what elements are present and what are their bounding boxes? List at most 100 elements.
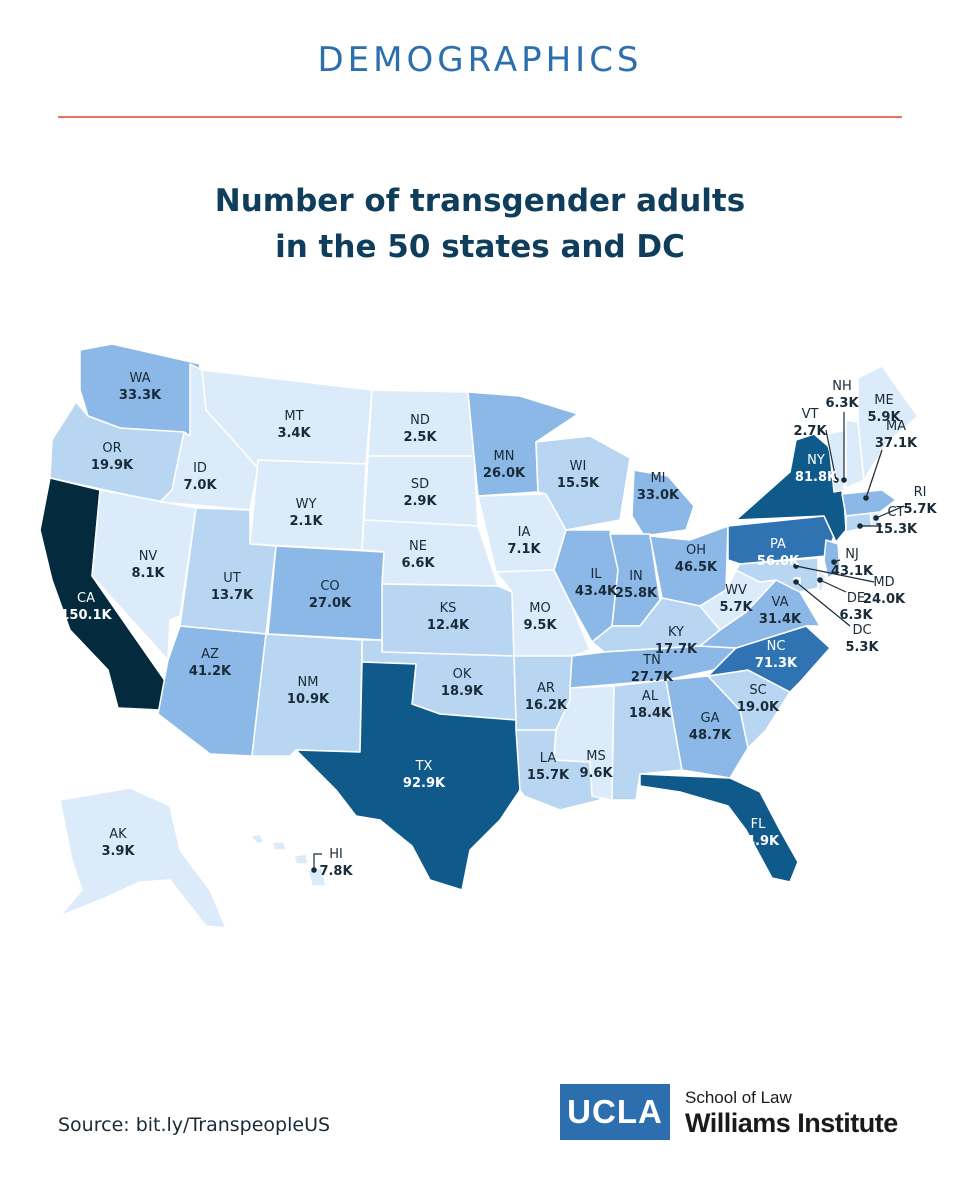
state-abbr-mi: MI <box>650 471 665 486</box>
state-abbr-id: ID <box>193 461 207 476</box>
state-abbr-ok: OK <box>453 667 472 682</box>
state-abbr-sc: SC <box>749 683 766 698</box>
chart-title: Number of transgender adults in the 50 s… <box>0 178 960 270</box>
logo-school-of-law: School of Law <box>685 1088 792 1107</box>
state-abbr-nj: NJ <box>845 547 859 562</box>
state-value-nj: 43.1K <box>831 564 874 579</box>
state-abbr-wa: WA <box>129 371 150 386</box>
leader-line-dc <box>795 581 851 627</box>
divider-line <box>58 116 902 118</box>
state-value-sc: 19.0K <box>737 700 780 715</box>
state-value-ar: 16.2K <box>525 698 568 713</box>
leader-dot-ct <box>857 523 863 529</box>
state-abbr-ct: CT <box>887 505 904 520</box>
state-shape-az <box>157 625 267 757</box>
chart-title-line-2: in the 50 states and DC <box>275 229 685 265</box>
state-abbr-mn: MN <box>494 449 515 464</box>
state-abbr-ma: MA <box>886 419 906 434</box>
state-value-tx: 92.9K <box>403 776 446 791</box>
leader-dot-ma <box>863 495 869 501</box>
state-value-nd: 2.5K <box>403 430 437 445</box>
state-value-id: 7.0K <box>183 478 217 493</box>
state-abbr-ar: AR <box>537 681 555 696</box>
state-abbr-ga: GA <box>701 711 720 726</box>
state-value-in: 25.8K <box>615 586 658 601</box>
state-shape-tx <box>295 661 521 891</box>
state-value-ri: 5.7K <box>903 502 937 517</box>
leader-line-ma <box>865 449 883 499</box>
state-value-nh: 6.3K <box>825 396 859 411</box>
logo-williams-institute: Williams Institute <box>685 1108 898 1138</box>
state-value-wi: 15.5K <box>557 476 600 491</box>
state-shape-ak <box>59 787 227 929</box>
state-abbr-nm: NM <box>298 675 319 690</box>
state-abbr-oh: OH <box>686 543 706 558</box>
leader-dot-ri <box>873 515 879 521</box>
state-abbr-in: IN <box>629 569 643 584</box>
state-value-nv: 8.1K <box>131 566 165 581</box>
state-abbr-vt: VT <box>802 407 819 422</box>
leader-lines <box>311 412 905 873</box>
state-value-nc: 71.3K <box>755 656 798 671</box>
state-abbr-ny: NY <box>807 453 825 468</box>
state-shape-wi <box>535 435 631 531</box>
leader-line-md <box>795 565 875 583</box>
leader-dot-hi <box>311 867 317 873</box>
state-abbr-nc: NC <box>767 639 786 654</box>
state-value-la: 15.7K <box>527 768 570 783</box>
state-shape-vt <box>827 429 847 493</box>
state-abbr-ne: NE <box>409 539 427 554</box>
state-value-ma: 37.1K <box>875 436 918 451</box>
state-value-ky: 17.7K <box>655 642 698 657</box>
state-value-or: 19.9K <box>91 458 134 473</box>
state-abbr-nh: NH <box>832 379 852 394</box>
state-value-ms: 9.6K <box>579 766 613 781</box>
state-shape-ma <box>841 489 897 517</box>
state-abbr-il: IL <box>590 567 602 582</box>
state-abbr-az: AZ <box>201 647 219 662</box>
state-abbr-de: DE <box>847 591 865 606</box>
state-abbr-mo: MO <box>529 601 550 616</box>
section-title: DEMOGRAPHICS <box>317 40 643 80</box>
state-value-md: 24.0K <box>863 592 906 607</box>
state-value-ia: 7.1K <box>507 542 541 557</box>
state-value-az: 41.2K <box>189 664 232 679</box>
state-abbr-wy: WY <box>296 497 317 512</box>
state-abbr-al: AL <box>642 689 659 704</box>
state-value-oh: 46.5K <box>675 560 718 575</box>
state-value-co: 27.0K <box>309 596 352 611</box>
state-value-wv: 5.7K <box>719 600 753 615</box>
leader-dot-nh <box>841 477 847 483</box>
state-abbr-tx: TX <box>415 759 433 774</box>
state-value-il: 43.4K <box>575 584 618 599</box>
leader-dot-dc <box>793 579 799 585</box>
leader-line-hi <box>313 853 322 870</box>
state-abbr-ak: AK <box>109 827 127 842</box>
state-value-ak: 3.9K <box>101 844 135 859</box>
state-value-ny: 81.8K <box>795 470 838 485</box>
state-shape-mi <box>631 469 695 537</box>
state-value-pa: 56.0K <box>757 554 800 569</box>
ucla-logo: UCLA <box>560 1084 670 1140</box>
state-labels: WA 33.3K OR 19.9K CA 150.1K ID 7.0K NV 8.1K MT 3.4K… <box>60 371 937 879</box>
state-shapes <box>39 343 919 929</box>
state-value-mi: 33.0K <box>637 488 680 503</box>
state-value-mn: 26.0K <box>483 466 526 481</box>
state-value-ne: 6.6K <box>401 556 435 571</box>
state-abbr-ia: IA <box>518 525 531 540</box>
state-value-wa: 33.3K <box>119 388 162 403</box>
state-abbr-ky: KY <box>668 625 684 640</box>
state-abbr-tn: TN <box>642 653 661 668</box>
state-value-al: 18.4K <box>629 706 672 721</box>
state-value-sd: 2.9K <box>403 494 437 509</box>
state-value-ks: 12.4K <box>427 618 470 633</box>
state-value-nm: 10.9K <box>287 692 330 707</box>
state-abbr-mt: MT <box>284 409 303 424</box>
state-abbr-wi: WI <box>570 459 587 474</box>
state-value-ca: 150.1K <box>60 608 112 623</box>
state-abbr-nd: ND <box>410 413 430 428</box>
leader-dot-de <box>817 577 823 583</box>
state-value-fl: 94.9K <box>737 834 780 849</box>
state-value-tn: 27.7K <box>631 670 674 685</box>
state-value-va: 31.4K <box>759 612 802 627</box>
